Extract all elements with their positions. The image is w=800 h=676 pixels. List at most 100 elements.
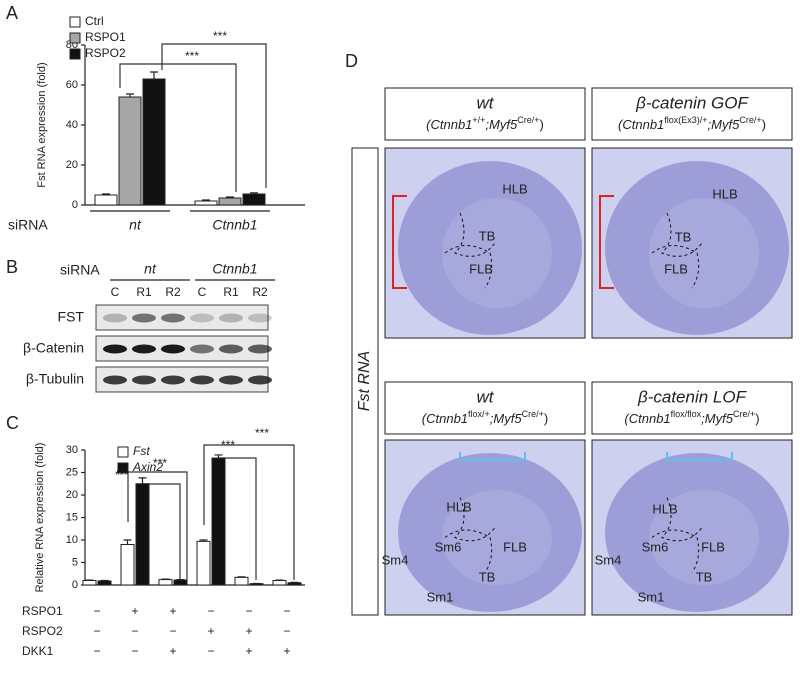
blot-band [103, 344, 127, 354]
y-axis-label: Fst RNA expression (fold) [36, 62, 48, 187]
condition-sign: + [169, 644, 176, 658]
panel-title: β-catenin LOF [637, 387, 748, 406]
blot-row-label: β-Tubulin [26, 371, 84, 387]
panel-title: wt [477, 93, 495, 112]
genotype-part: flox/flox [671, 409, 702, 419]
condition-sign: − [207, 644, 214, 658]
genotype-part: ;Myf5 [490, 411, 523, 426]
blot-band [132, 375, 156, 385]
legend-swatch [117, 446, 129, 458]
bar [211, 457, 226, 586]
condition-sign: + [283, 644, 290, 658]
panel-label: C [6, 413, 19, 433]
embryo-label: TB [479, 228, 496, 243]
condition-sign: − [93, 624, 100, 638]
blot-lane: R2 [252, 285, 268, 299]
blot-band [219, 313, 243, 323]
significance: *** [221, 438, 235, 452]
embryo-label: TB [675, 229, 692, 244]
legend-swatch [69, 32, 81, 44]
sig-bracket [127, 471, 188, 580]
genotype-part: flox/+ [468, 409, 490, 419]
blot-band [190, 313, 214, 323]
blot-row-label: FST [58, 309, 85, 325]
blot-lane: R1 [136, 285, 152, 299]
error-bar [150, 71, 158, 79]
header-box [384, 381, 586, 435]
condition-sign: − [283, 624, 290, 638]
header-box [384, 87, 586, 141]
blue-bracket [666, 452, 733, 461]
legend-swatch [117, 462, 129, 474]
embryo-label: FLB [503, 539, 527, 554]
legend-swatch [69, 48, 81, 60]
y-axis-label: Relative RNA expression (fold) [34, 443, 46, 593]
embryo-label: Sm4 [595, 552, 622, 567]
red-bracket [599, 195, 614, 289]
blot-band [161, 344, 185, 354]
condition-sign: + [245, 624, 252, 638]
condition-sign: − [93, 644, 100, 658]
error-bar [102, 193, 110, 195]
embryo-label: Sm4 [382, 552, 409, 567]
significance: *** [153, 456, 167, 470]
blot-band [132, 344, 156, 354]
bar [135, 483, 150, 586]
genotype-part: (Ctnnb1 [624, 411, 670, 426]
embryo-label: HLB [446, 499, 471, 514]
legend-label: Fst [133, 444, 150, 458]
genotype-part: (Ctnnb1 [618, 117, 664, 132]
embryo-inner [442, 490, 552, 585]
legend-label: Ctrl [85, 14, 104, 28]
blot-band [248, 344, 272, 354]
bar [234, 576, 249, 586]
sig-bracket [203, 444, 295, 580]
side-box [351, 147, 379, 616]
genotype-part: ;Myf5 [485, 117, 518, 132]
significance: *** [255, 426, 269, 440]
panel-title: β-catenin GOF [635, 93, 749, 112]
bar [173, 579, 188, 586]
bar [272, 580, 287, 586]
error-bar [250, 192, 258, 194]
y-tick-label: 30 [66, 444, 78, 456]
embryo-label: FLB [701, 539, 725, 554]
embryo-label: HLB [712, 186, 737, 201]
error-bar [126, 93, 134, 97]
blot-band [161, 375, 185, 385]
y-tick-label: 15 [66, 511, 78, 523]
genotype-part: ) [762, 117, 766, 132]
blot-band [161, 313, 185, 323]
embryo-label: TB [696, 569, 713, 584]
condition-sign: − [283, 604, 290, 618]
blot-band [219, 344, 243, 354]
condition-sign: + [131, 604, 138, 618]
genotype-part: ) [539, 117, 543, 132]
blot-band [248, 313, 272, 323]
embryo-label: Sm1 [638, 589, 665, 604]
blot-band [103, 313, 127, 323]
bar [158, 579, 173, 586]
genotype-part: ) [544, 411, 548, 426]
genotype-part: flox(Ex3)/+ [664, 115, 707, 125]
blot-band [103, 375, 127, 385]
blot-row-label: β-Catenin [23, 340, 84, 356]
blot-lane: C [198, 285, 207, 299]
blue-bracket [459, 452, 526, 461]
y-tick-label: 60 [66, 79, 78, 91]
genotype: (Ctnnb1+/+;Myf5Cre/+) [426, 115, 544, 132]
bar [82, 580, 97, 586]
panel-label: D [345, 51, 358, 71]
condition-sign: + [207, 624, 214, 638]
legend-label: RSPO1 [85, 30, 126, 44]
error-bar [199, 539, 208, 542]
genotype-part: (Ctnnb1 [422, 411, 468, 426]
error-bar [226, 196, 234, 198]
error-bar [138, 477, 147, 484]
bar [142, 78, 166, 206]
condition-sign: − [93, 604, 100, 618]
genotype-part: +/+ [472, 115, 485, 125]
bar [97, 580, 112, 586]
condition-sign: − [245, 604, 252, 618]
